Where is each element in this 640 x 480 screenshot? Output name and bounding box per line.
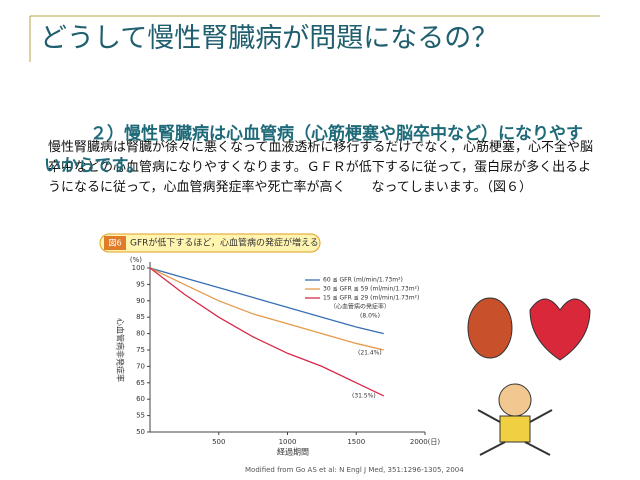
annotation: (21.4%) — [358, 350, 382, 357]
heading: ２）慢性腎臓病は心血管病（心筋梗塞や脳卒中など）になりやすいからです。 — [44, 124, 583, 176]
annotation: (8.0%) — [360, 313, 380, 320]
x-tick-label: 1000 — [279, 438, 297, 446]
y-tick-label: 90 — [136, 297, 145, 305]
annotation: (31.5%) — [352, 393, 376, 400]
badge: 図6 — [108, 239, 121, 248]
y-axis-label: 心血管病非発症率 — [116, 318, 126, 382]
y-unit: (%) — [130, 256, 142, 264]
x-tick-label: 500 — [212, 438, 225, 446]
series-line — [149, 267, 385, 397]
legend-label: 60 ≦ GFR (ml/min/1.73m²) — [323, 277, 403, 284]
y-tick-label: 75 — [136, 346, 145, 354]
y-tick-label: 100 — [132, 264, 145, 272]
x-tick-label: 1500 — [347, 438, 365, 446]
body-text: 慢性腎臓病は腎臓が徐々に悪くなって血液透析に移行するだけでなく，心筋梗塞，心不全… — [48, 140, 593, 195]
y-tick-label: 55 — [136, 412, 145, 420]
kidney-illustration — [467, 297, 591, 456]
source: Modified from Go AS et al: N Engl J Med,… — [245, 466, 464, 474]
y-tick-label: 80 — [136, 330, 145, 338]
y-tick-label: 65 — [136, 379, 145, 387]
caption: GFRが低下するほど，心血管病の発症が増える — [130, 237, 319, 249]
legend-note: （心血管病の発症率） — [330, 303, 390, 311]
y-tick-label: 50 — [136, 428, 145, 436]
caption-box — [99, 233, 321, 253]
slide-title: どうして慢性腎臓病が問題になるの？ — [40, 23, 499, 54]
y-tick-label: 60 — [136, 395, 145, 403]
series-line — [149, 267, 384, 335]
series-line — [149, 267, 384, 351]
legend-label: 30 ≦ GFR ≦ 59 (ml/min/1.73m²) — [323, 286, 419, 293]
x-axis-label: 経過期間 — [277, 447, 309, 457]
y-tick-label: 70 — [136, 362, 145, 370]
y-tick-label: 95 — [136, 280, 145, 288]
x-tick-label: 2000(日) — [410, 438, 441, 446]
y-tick-label: 85 — [136, 313, 145, 321]
legend-label: 15 ≦ GFR ≦ 29 (ml/min/1.73m²) — [323, 295, 419, 302]
badge-box — [104, 236, 126, 250]
